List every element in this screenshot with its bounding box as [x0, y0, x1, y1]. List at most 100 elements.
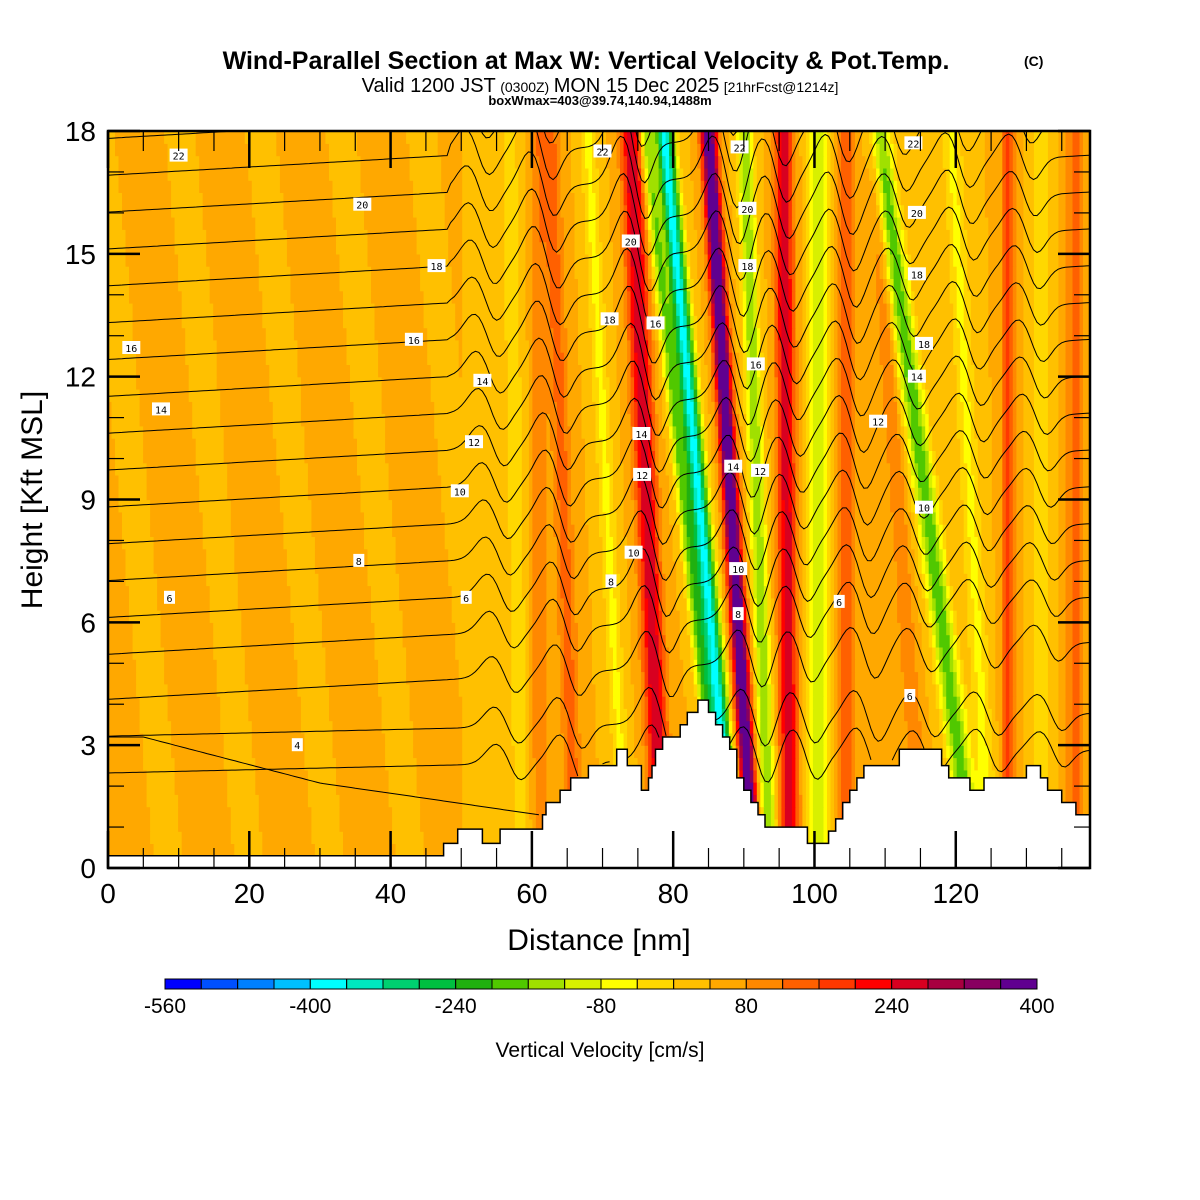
w-cell	[841, 511, 853, 525]
w-cell	[795, 818, 800, 832]
w-cell	[704, 425, 709, 439]
w-cell	[977, 757, 989, 771]
w-cell	[942, 696, 947, 709]
w-cell	[791, 438, 796, 451]
w-cell	[262, 290, 291, 304]
w-cell	[897, 303, 905, 316]
w-cell	[683, 401, 688, 415]
w-cell	[809, 831, 814, 844]
w-cell	[791, 462, 796, 476]
w-cell	[788, 401, 793, 415]
w-cell	[549, 413, 558, 427]
w-cell	[651, 413, 656, 427]
w-cell	[1079, 548, 1084, 562]
w-cell	[956, 757, 965, 771]
w-cell	[1079, 364, 1084, 378]
w-cell	[637, 536, 642, 550]
w-cell	[546, 757, 565, 771]
w-cell	[1065, 487, 1074, 501]
w-cell	[630, 290, 635, 304]
w-cell	[704, 401, 709, 415]
w-cell	[304, 425, 355, 439]
w-cell	[318, 585, 372, 599]
w-cell	[707, 401, 716, 415]
chart-title: Wind-Parallel Section at Max W: Vertical…	[223, 47, 950, 75]
w-cell	[795, 757, 800, 771]
w-cell	[774, 425, 779, 439]
w-cell	[188, 389, 221, 402]
w-cell	[690, 622, 695, 636]
w-cell	[514, 818, 526, 832]
w-cell	[802, 806, 807, 820]
w-cell	[756, 720, 761, 734]
w-cell	[567, 352, 579, 365]
w-cell	[932, 646, 937, 660]
w-cell	[570, 450, 586, 464]
w-cell	[777, 683, 782, 697]
w-cell	[602, 499, 611, 513]
w-cell	[704, 450, 709, 464]
w-cell	[932, 732, 944, 746]
w-cell	[662, 327, 667, 341]
w-cell	[935, 511, 940, 525]
w-cell	[139, 413, 193, 427]
w-cell	[830, 585, 835, 599]
w-cell	[718, 573, 723, 587]
w-cell	[129, 597, 158, 611]
w-cell	[879, 352, 891, 365]
w-cell	[574, 745, 583, 759]
w-cell	[1005, 450, 1010, 464]
w-cell	[1016, 757, 1024, 771]
w-cell	[763, 769, 772, 783]
w-cell	[809, 634, 814, 648]
w-cell	[928, 708, 940, 722]
w-cell	[679, 339, 684, 353]
w-cell	[711, 560, 716, 574]
w-cell	[672, 315, 677, 329]
w-cell	[641, 511, 646, 525]
w-cell	[918, 683, 926, 697]
w-cell	[921, 646, 933, 660]
w-cell	[1016, 560, 1024, 574]
w-cell	[900, 352, 905, 365]
w-cell	[753, 708, 758, 722]
w-cell	[634, 745, 646, 759]
w-cell	[556, 560, 561, 574]
w-cell	[791, 548, 796, 562]
w-cell	[928, 438, 933, 451]
w-cell	[774, 696, 779, 709]
w-cell	[823, 352, 828, 365]
w-cell	[581, 364, 593, 378]
w-cell	[837, 364, 842, 378]
w-cell	[1058, 315, 1066, 329]
w-cell	[725, 524, 730, 537]
w-cell	[904, 511, 912, 525]
w-cell	[714, 352, 719, 365]
w-cell	[812, 732, 824, 746]
w-cell	[809, 671, 814, 685]
w-cell	[549, 438, 558, 451]
w-cell	[725, 327, 730, 341]
w-cell	[805, 425, 810, 439]
w-cell	[602, 339, 607, 353]
w-cell	[827, 303, 832, 316]
w-cell	[125, 573, 158, 587]
w-cell	[237, 573, 288, 587]
w-cell	[535, 806, 547, 820]
w-cell	[304, 438, 358, 451]
w-cell	[532, 536, 547, 550]
w-cell	[1002, 487, 1007, 501]
w-cell	[984, 622, 996, 636]
w-cell	[746, 622, 751, 636]
w-cell	[606, 303, 614, 316]
w-cell	[679, 462, 688, 476]
w-cell	[108, 511, 123, 525]
w-cell	[553, 450, 558, 464]
w-cell	[525, 634, 530, 648]
w-cell	[805, 474, 810, 488]
w-cell	[609, 671, 614, 685]
w-cell	[1002, 769, 1007, 783]
w-cell	[665, 646, 670, 660]
w-cell	[192, 401, 221, 415]
w-cell	[669, 376, 681, 390]
